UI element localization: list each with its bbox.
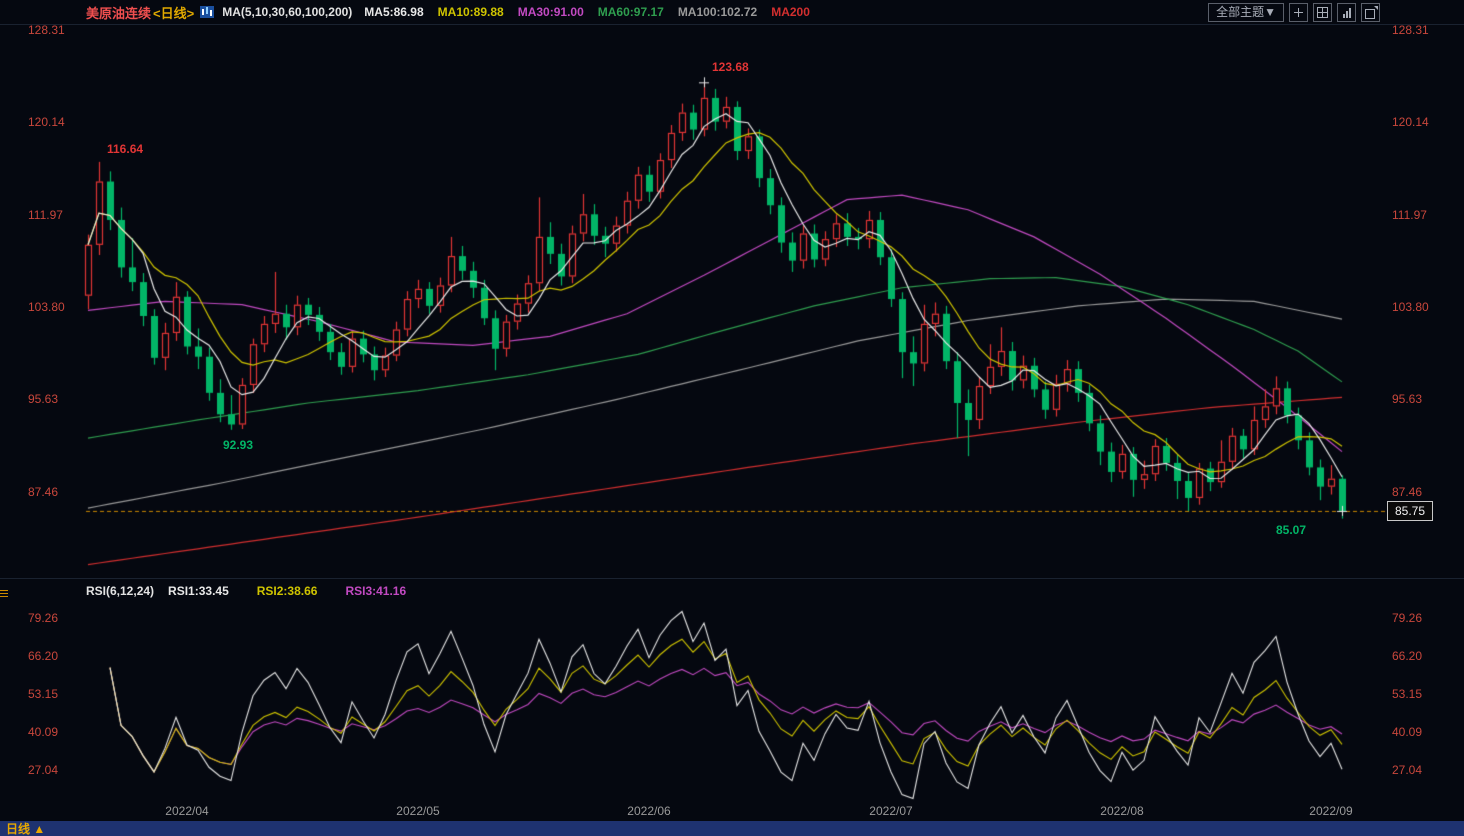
rsi-axis-label: 79.26 — [28, 611, 59, 625]
pan-icon[interactable] — [1289, 3, 1308, 22]
price-annotation: 116.64 — [107, 141, 144, 156]
rsi-axis-label: 53.15 — [28, 687, 59, 702]
price-axis-label-right: 103.80 — [1392, 299, 1429, 314]
rsi-axis-label: 27.04 — [28, 763, 59, 778]
rsi-legend-item: RSI1:33.45 — [168, 584, 229, 598]
last-price-tag: 85.75 — [1387, 500, 1434, 521]
price-annotation: 123.68 — [712, 60, 749, 75]
price-axis-label-right: 128.31 — [1392, 23, 1429, 37]
period-selector[interactable]: 日线 ▲ — [6, 822, 46, 836]
rsi-axis-label-right: 53.15 — [1392, 687, 1423, 702]
themes-dropdown[interactable]: 全部主题▼ — [1208, 3, 1284, 22]
candlestick-chart-icon — [200, 6, 215, 18]
rsi-legend-item: RSI2:38.66 — [256, 584, 318, 598]
price-axis-label: 87.46 — [28, 484, 59, 499]
bar-chart-icon[interactable] — [1337, 3, 1356, 22]
ma-settings-label[interactable]: MA(5,10,30,60,100,200) — [222, 5, 353, 19]
price-axis-label: 95.63 — [28, 392, 59, 407]
rsi-axis-label-right: 79.26 — [1392, 611, 1423, 625]
price-axis-label: 120.14 — [28, 115, 65, 130]
price-axis-label-right: 120.14 — [1392, 115, 1429, 130]
rsi-legend: RSI(6,12,24) RSI1:33.45 RSI2:38.66 RSI3:41… — [86, 584, 420, 598]
date-axis-label: 2022/05 — [396, 804, 440, 818]
price-axis-label: 103.80 — [28, 299, 65, 314]
period-tag[interactable]: <日线> — [153, 5, 195, 21]
pane-splitter-handle[interactable] — [0, 588, 9, 599]
date-axis-label: 2022/07 — [869, 804, 913, 818]
date-axis-label: 2022/09 — [1309, 804, 1353, 818]
ma-legend-item: MA200 — [771, 5, 810, 19]
rsi-axis-label: 66.20 — [28, 649, 59, 664]
ma-legend-item: MA5:86.98 — [364, 5, 424, 19]
rsi-axis-label-right: 27.04 — [1392, 763, 1423, 778]
price-axis-label-right: 87.46 — [1392, 484, 1423, 499]
grid-layout-icon[interactable] — [1313, 3, 1332, 22]
bottom-toolbar: 日线 ▲ — [0, 821, 1464, 836]
rsi-axis-label: 40.09 — [28, 725, 59, 740]
header-divider — [0, 24, 1464, 25]
date-axis-label: 2022/08 — [1100, 804, 1144, 818]
rsi-settings-label[interactable]: RSI(6,12,24) — [86, 584, 155, 598]
symbol-title: 美原油连续 — [86, 5, 152, 21]
ma-legend-item: MA30:91.00 — [517, 5, 584, 19]
ma-legend-item: MA60:97.17 — [597, 5, 664, 19]
pane-divider — [0, 578, 1464, 579]
rsi-axis-label-right: 66.20 — [1392, 649, 1423, 664]
price-annotation: 92.93 — [223, 437, 254, 452]
price-axis-label: 111.97 — [28, 207, 63, 222]
date-axis-label: 2022/04 — [165, 804, 209, 818]
pop-out-icon[interactable] — [1361, 3, 1380, 22]
header-controls: 全部主题▼ — [1208, 3, 1380, 22]
rsi-legend-item: RSI3:41.16 — [345, 584, 407, 598]
price-annotation: 85.07 — [1276, 522, 1307, 537]
date-axis-label: 2022/06 — [627, 804, 671, 818]
ma-legend-item: MA100:102.72 — [677, 5, 758, 19]
chart-header: 美原油连续 <日线> MA(5,10,30,60,100,200) MA5:86… — [0, 0, 1464, 24]
ma-legend: MA5:86.98 MA10:89.88 MA30:91.00 MA60:97.17 M… — [364, 5, 824, 19]
price-axis-label-right: 111.97 — [1392, 207, 1427, 222]
price-axis-label-right: 95.63 — [1392, 392, 1423, 407]
ma-legend-item: MA10:89.88 — [437, 5, 504, 19]
rsi-legend-values: RSI1:33.45 RSI2:38.66 RSI3:41.16 — [168, 584, 420, 598]
rsi-axis-label-right: 40.09 — [1392, 725, 1423, 740]
price-axis-label: 128.31 — [28, 23, 65, 37]
